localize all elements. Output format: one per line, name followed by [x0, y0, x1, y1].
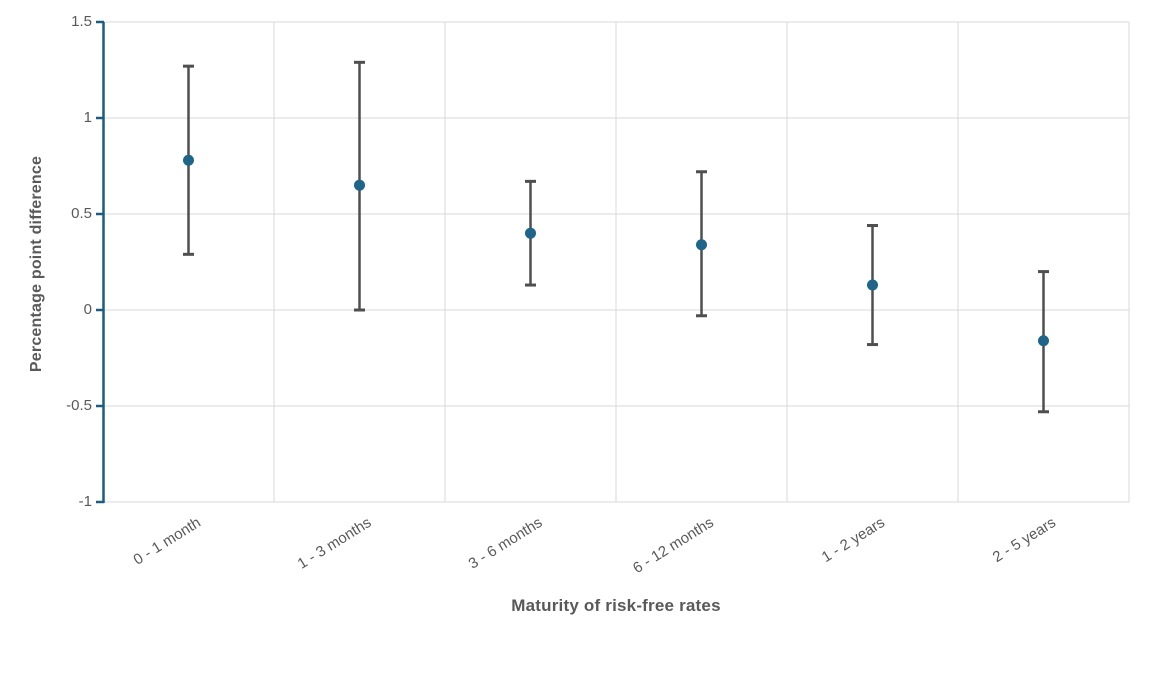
data-point-marker	[1038, 335, 1049, 347]
y-tick-label: 1.5	[71, 13, 92, 30]
data-point-marker	[696, 239, 707, 251]
y-tick-label: -0.5	[66, 397, 92, 414]
y-tick-label: 0	[83, 301, 92, 318]
y-tick-label: -1	[78, 493, 92, 510]
y-tick-label: 1	[83, 109, 92, 126]
y-axis-title: Percentage point difference	[28, 155, 45, 373]
y-tick-label: 0.5	[71, 205, 92, 222]
x-axis-title: Maturity of risk-free rates	[511, 596, 721, 615]
data-point-marker	[867, 279, 878, 291]
data-point-marker	[354, 179, 365, 191]
data-point-marker	[183, 154, 194, 166]
data-point-marker	[525, 227, 536, 239]
